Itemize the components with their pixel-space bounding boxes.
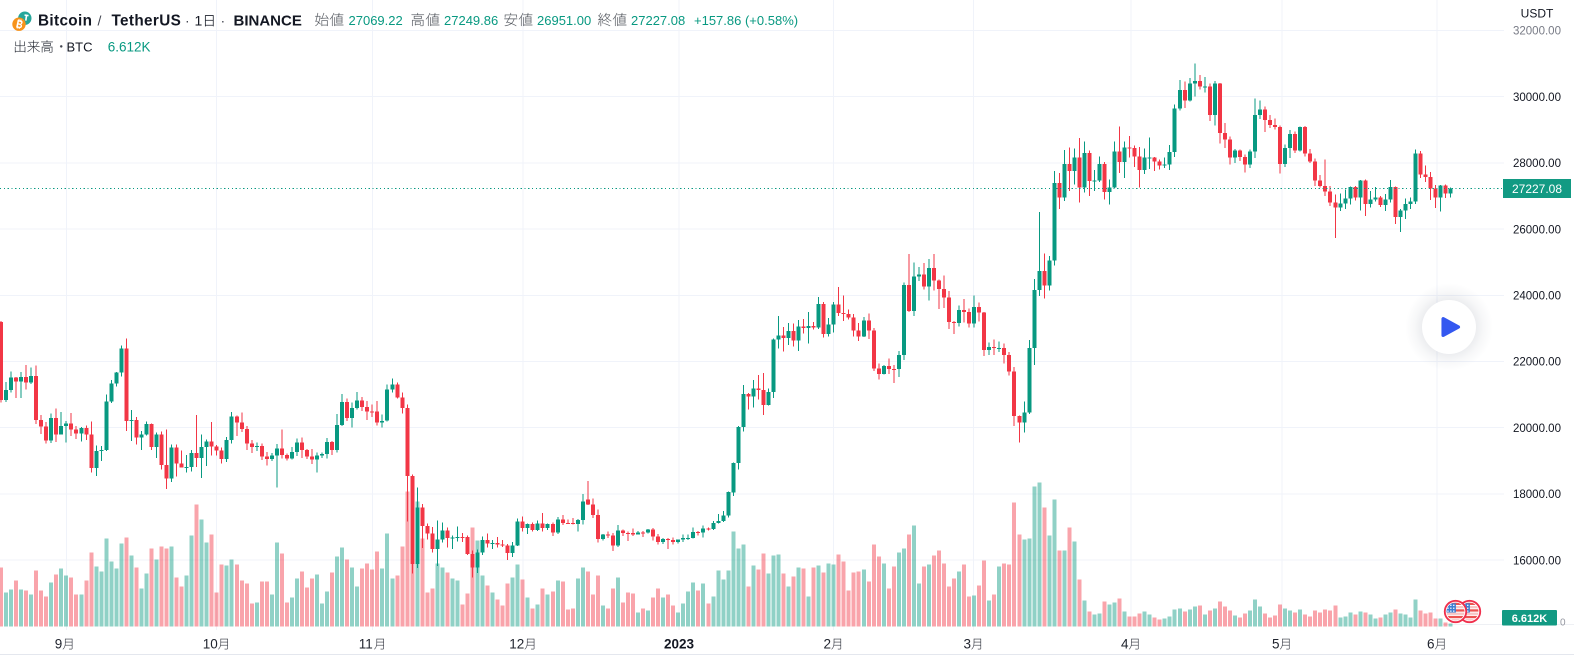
svg-text:22000.00: 22000.00 — [1513, 357, 1561, 369]
svg-text:BTC: BTC — [67, 40, 93, 55]
svg-text:0: 0 — [1560, 618, 1566, 629]
svg-text:+157.86 (+0.58%): +157.86 (+0.58%) — [694, 13, 798, 28]
svg-text:3: 3 — [964, 637, 972, 652]
svg-text:·: · — [185, 13, 190, 29]
svg-text:26951.00: 26951.00 — [537, 13, 591, 28]
svg-text:Bitcoin: Bitcoin — [38, 13, 92, 30]
svg-text:6.612K: 6.612K — [108, 40, 151, 55]
svg-text:/: / — [98, 13, 102, 29]
svg-text:28000.00: 28000.00 — [1513, 158, 1561, 170]
svg-text:2: 2 — [824, 637, 832, 652]
svg-text:6.612K: 6.612K — [1512, 613, 1548, 625]
svg-text:·: · — [221, 13, 226, 29]
svg-text:26000.00: 26000.00 — [1513, 224, 1561, 236]
svg-text:20000.00: 20000.00 — [1513, 423, 1561, 435]
svg-text:27069.22: 27069.22 — [349, 13, 403, 28]
svg-text:BINANCE: BINANCE — [234, 13, 302, 30]
svg-text:USDT: USDT — [1521, 7, 1554, 21]
svg-text:12: 12 — [509, 637, 524, 652]
svg-text:32000.00: 32000.00 — [1513, 26, 1561, 38]
svg-text:11: 11 — [359, 637, 373, 652]
svg-text:27227.08: 27227.08 — [631, 13, 685, 28]
svg-text:10: 10 — [203, 637, 218, 652]
svg-text:9: 9 — [55, 637, 63, 652]
svg-text:2023: 2023 — [664, 637, 695, 652]
svg-text:TetherUS: TetherUS — [112, 13, 182, 30]
svg-text:27249.86: 27249.86 — [444, 13, 498, 28]
svg-text:16000.00: 16000.00 — [1513, 555, 1561, 567]
svg-text:6: 6 — [1427, 637, 1435, 652]
svg-text:18000.00: 18000.00 — [1513, 489, 1561, 501]
svg-text:24000.00: 24000.00 — [1513, 291, 1561, 303]
svg-text:30000.00: 30000.00 — [1513, 92, 1561, 104]
svg-text:1: 1 — [195, 13, 203, 29]
svg-text:27227.08: 27227.08 — [1512, 182, 1562, 196]
svg-text:4: 4 — [1121, 637, 1129, 652]
svg-text:5: 5 — [1272, 637, 1280, 652]
